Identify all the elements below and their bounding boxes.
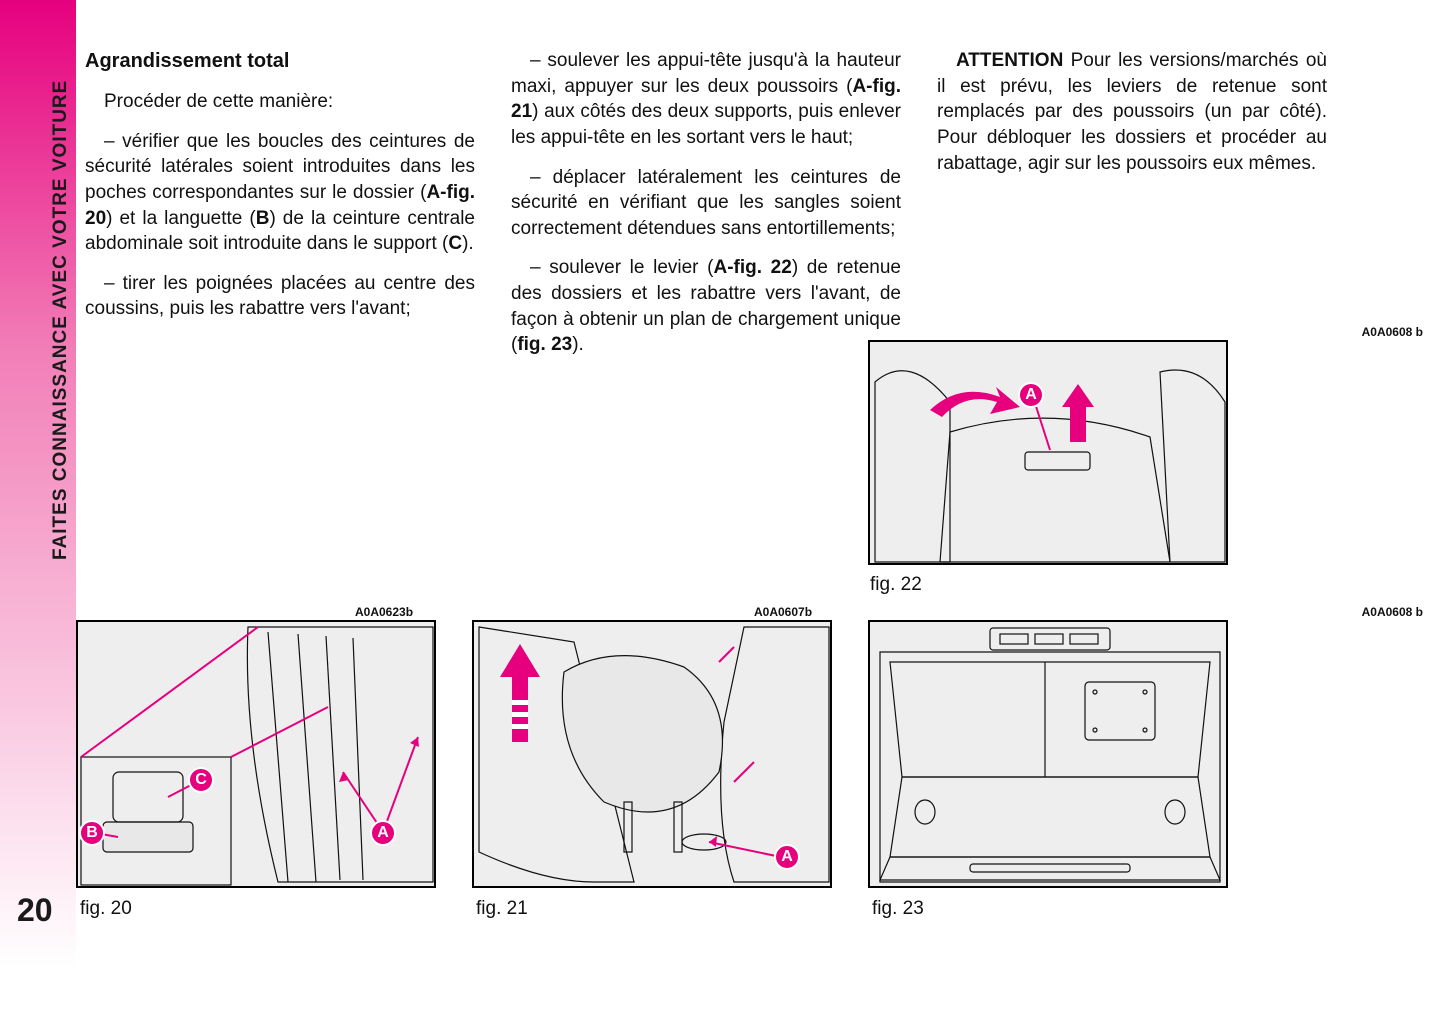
column-3: ATTENTION Pour les versions/marchés où i…	[937, 48, 1327, 372]
fig20-callout-A: A	[370, 820, 396, 846]
fig21-caption: fig. 21	[476, 898, 528, 920]
fig20-caption: fig. 20	[80, 898, 132, 920]
fig20-callout-B: B	[79, 820, 105, 846]
col2-p2: – déplacer latéralement les ceintures de…	[511, 165, 901, 242]
fig23-box	[868, 620, 1228, 888]
page-number: 20	[17, 892, 53, 929]
fig20-box: A B C	[76, 620, 436, 888]
col1-p2: – vérifier que les boucles des ceintures…	[85, 129, 475, 257]
fig23-code: A0A0608 b	[1362, 605, 1423, 619]
fig22-callout-A: A	[1018, 382, 1044, 408]
fig21-code: A0A0607b	[754, 605, 812, 619]
fig22-box: A	[868, 340, 1228, 565]
fig22-caption: fig. 22	[870, 574, 922, 596]
col1-p3: – tirer les poignées placées au centre d…	[85, 271, 475, 322]
col2-p3: – soulever le levier (A-fig. 22) de rete…	[511, 255, 901, 358]
fig20-callout-C: C	[188, 767, 214, 793]
column-2: – soulever les appui-tête jusqu'à la hau…	[511, 48, 901, 372]
col2-p1: – soulever les appui-tête jusqu'à la hau…	[511, 48, 901, 151]
fig20-illustration	[78, 622, 438, 890]
col1-p1: Procéder de cette manière:	[85, 89, 475, 115]
fig21-callout-A: A	[774, 844, 800, 870]
fig23-illustration	[870, 622, 1230, 890]
section-label: FAITES CONNAISSANCE AVEC VOTRE VOITURE	[50, 80, 72, 560]
fig22-illustration	[870, 342, 1230, 567]
fig20-code: A0A0623b	[355, 605, 413, 619]
fig22-code: A0A0608 b	[1362, 325, 1423, 339]
col3-p1: ATTENTION Pour les versions/marchés où i…	[937, 48, 1327, 176]
column-1: Agrandissement total Procéder de cette m…	[85, 48, 475, 372]
heading-total-enlargement: Agrandissement total	[85, 48, 475, 75]
fig23-caption: fig. 23	[872, 898, 924, 920]
text-columns: Agrandissement total Procéder de cette m…	[85, 48, 1425, 372]
fig21-box: A	[472, 620, 832, 888]
